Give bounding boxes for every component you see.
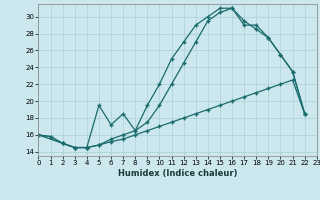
X-axis label: Humidex (Indice chaleur): Humidex (Indice chaleur) bbox=[118, 169, 237, 178]
